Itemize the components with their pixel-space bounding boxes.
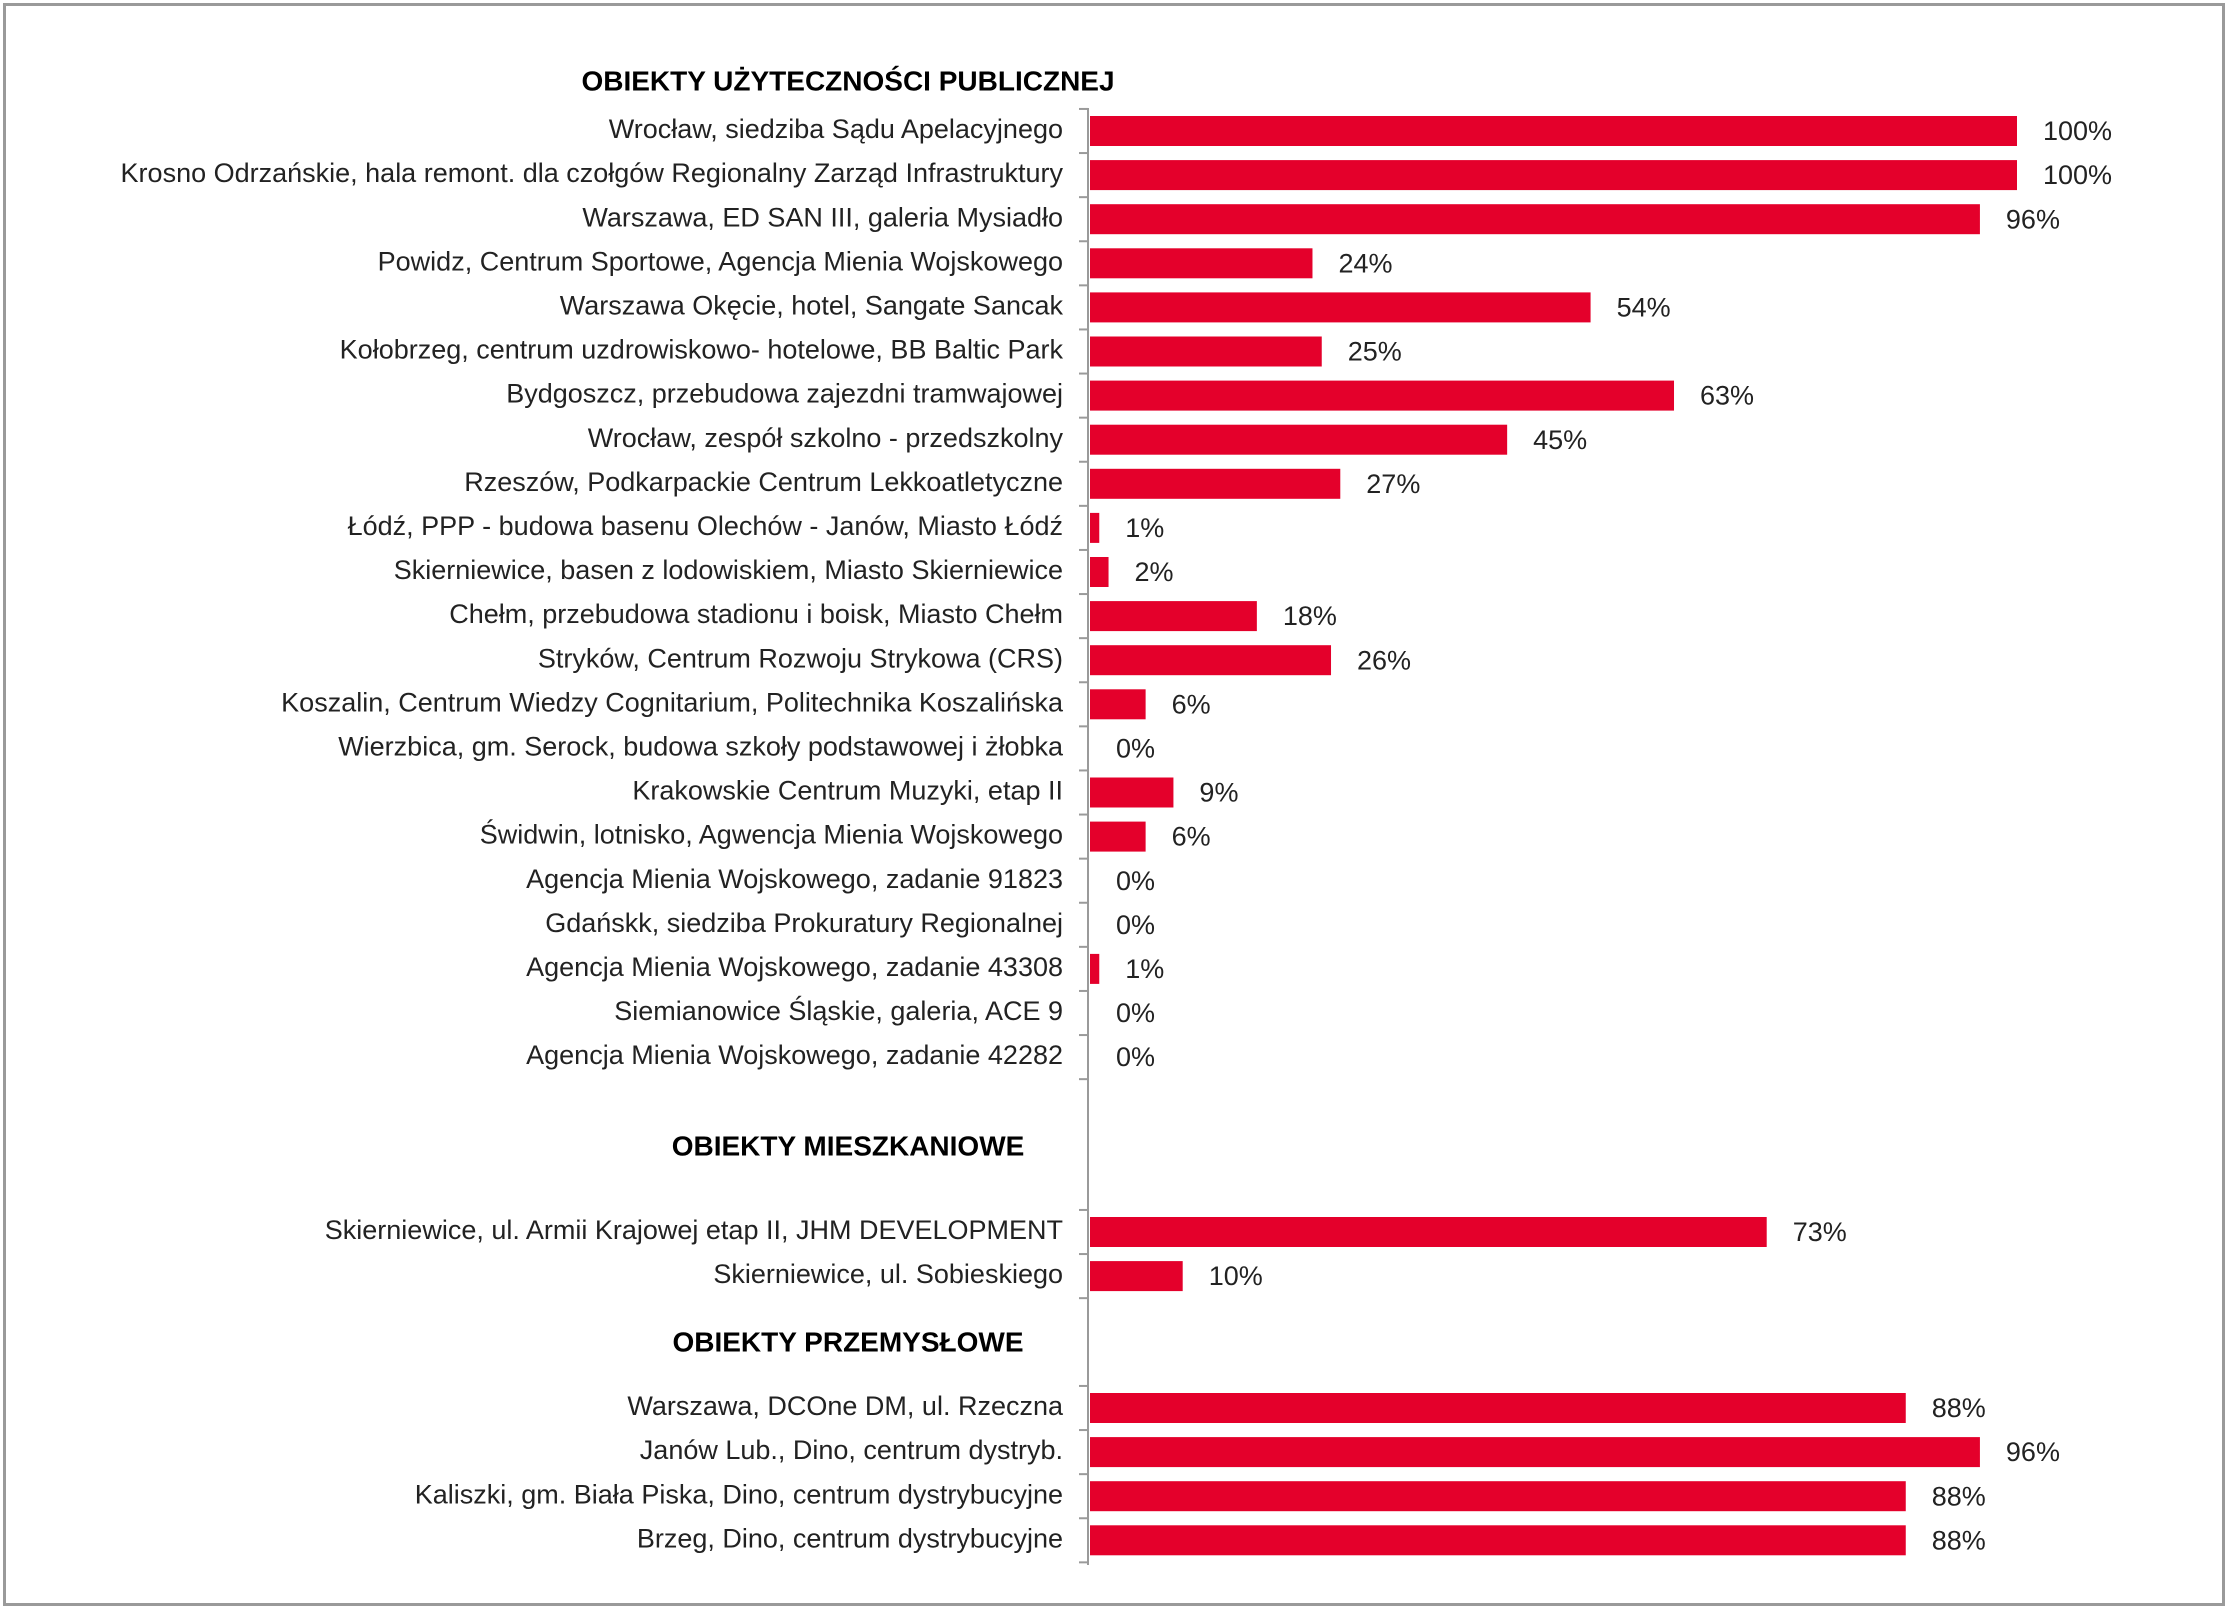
data-label: 88% — [1932, 1525, 1986, 1555]
section-title: OBIEKTY UŻYTECZNOŚCI PUBLICZNEJ — [581, 65, 1114, 96]
category-label: Warszawa Okęcie, hotel, Sangate Sancak — [560, 291, 1064, 321]
data-label: 25% — [1348, 337, 1402, 367]
bar — [1090, 953, 1100, 984]
bar — [1090, 689, 1146, 720]
data-label: 2% — [1135, 557, 1174, 587]
bars-layer — [1090, 116, 2017, 1556]
category-label: Warszawa, DCOne DM, ul. Rzeczna — [627, 1391, 1064, 1421]
labels-layer: OBIEKTY UŻYTECZNOŚCI PUBLICZNEJ Wrocław, … — [121, 65, 2113, 1555]
bar — [1090, 248, 1313, 279]
data-label: 1% — [1125, 513, 1164, 543]
category-label: Stryków, Centrum Rozwoju Strykowa (CRS) — [538, 643, 1063, 673]
data-label: 0% — [1116, 998, 1155, 1028]
category-label: Wrocław, siedziba Sądu Apelacyjnego — [609, 114, 1063, 144]
data-label: 88% — [1932, 1393, 1986, 1423]
data-label: 0% — [1116, 734, 1155, 764]
category-label: Świdwin, lotnisko, Agwencja Mienia Wojsk… — [480, 818, 1063, 850]
data-label: 100% — [2043, 116, 2112, 146]
bar — [1090, 557, 1109, 587]
category-label: Brzeg, Dino, centrum dystrybucyjne — [637, 1523, 1063, 1553]
section-title: OBIEKTY PRZEMYSŁOWE — [672, 1326, 1023, 1357]
data-label: 18% — [1283, 601, 1337, 631]
category-label: Warszawa, ED SAN III, galeria Mysiadło — [582, 202, 1063, 232]
category-label: Krakowskie Centrum Muzyki, etap II — [632, 776, 1063, 806]
data-label: 96% — [2006, 204, 2060, 234]
bar — [1090, 1437, 1980, 1468]
data-label: 27% — [1366, 469, 1420, 499]
section-title: OBIEKTY MIESZKANIOWE — [672, 1130, 1025, 1161]
bar — [1090, 160, 2017, 191]
data-label: 6% — [1172, 689, 1211, 719]
category-label: Kaliszki, gm. Biała Piska, Dino, centrum… — [415, 1479, 1063, 1509]
bar — [1090, 512, 1100, 543]
data-label: 45% — [1533, 425, 1587, 455]
bar — [1090, 292, 1591, 323]
bar — [1090, 777, 1174, 808]
bar — [1090, 116, 2017, 146]
data-label: 63% — [1700, 381, 1754, 411]
data-label: 26% — [1357, 645, 1411, 675]
category-label: Rzeszów, Podkarpackie Centrum Lekkoatlet… — [464, 467, 1063, 497]
bar — [1090, 1217, 1767, 1247]
data-label: 73% — [1793, 1217, 1847, 1247]
category-label: Agencja Mienia Wojskowego, zadanie 42282 — [526, 1040, 1063, 1070]
bar — [1090, 380, 1675, 411]
bar — [1090, 204, 1980, 235]
category-label: Agencja Mienia Wojskowego, zadanie 91823 — [526, 864, 1063, 894]
category-label: Powidz, Centrum Sportowe, Agencja Mienia… — [378, 246, 1063, 276]
bar — [1090, 1393, 1906, 1423]
category-label: Janów Lub., Dino, centrum dystryb. — [640, 1435, 1063, 1465]
category-label: Siemianowice Śląskie, galeria, ACE 9 — [614, 994, 1063, 1026]
category-label: Kołobrzeg, centrum uzdrowiskowo- hotelow… — [340, 335, 1064, 365]
bar — [1090, 1525, 1906, 1556]
category-label: Wrocław, zespół szkolno - przedszkolny — [588, 423, 1064, 453]
category-label: Skierniewice, basen z lodowiskiem, Miast… — [394, 555, 1063, 585]
bar — [1090, 336, 1322, 367]
bar — [1090, 424, 1508, 455]
category-label: Koszalin, Centrum Wiedzy Cognitarium, Po… — [281, 687, 1064, 717]
category-label: Krosno Odrzańskie, hala remont. dla czoł… — [121, 158, 1064, 188]
axis-layer — [1079, 107, 1089, 1565]
bar — [1090, 468, 1341, 499]
data-label: 0% — [1116, 1042, 1155, 1072]
data-label: 24% — [1338, 248, 1392, 278]
category-label: Chełm, przebudowa stadionu i boisk, Mias… — [449, 599, 1063, 629]
bar — [1090, 645, 1332, 676]
data-label: 96% — [2006, 1437, 2060, 1467]
category-label: Wierzbica, gm. Serock, budowa szkoły pod… — [338, 732, 1064, 762]
category-label: Gdańskk, siedziba Prokuratury Regionalne… — [545, 908, 1063, 938]
bar — [1090, 601, 1257, 632]
data-label: 0% — [1116, 910, 1155, 940]
category-label: Skierniewice, ul. Sobieskiego — [713, 1259, 1063, 1289]
bar — [1090, 1261, 1183, 1292]
data-label: 1% — [1125, 954, 1164, 984]
data-label: 100% — [2043, 160, 2112, 190]
data-label: 10% — [1209, 1261, 1263, 1291]
data-label: 9% — [1199, 778, 1238, 808]
data-label: 0% — [1116, 866, 1155, 896]
data-label: 54% — [1617, 293, 1671, 323]
bar — [1090, 821, 1146, 852]
category-label: Łódź, PPP - budowa basenu Olechów - Janó… — [348, 511, 1063, 541]
category-label: Bydgoszcz, przebudowa zajezdni tramwajow… — [506, 379, 1063, 409]
data-label: 88% — [1932, 1481, 1986, 1511]
category-label: Agencja Mienia Wojskowego, zadanie 43308 — [526, 952, 1063, 982]
category-label: Skierniewice, ul. Armii Krajowej etap II… — [325, 1215, 1063, 1245]
bar — [1090, 1481, 1906, 1512]
data-label: 6% — [1172, 822, 1211, 852]
